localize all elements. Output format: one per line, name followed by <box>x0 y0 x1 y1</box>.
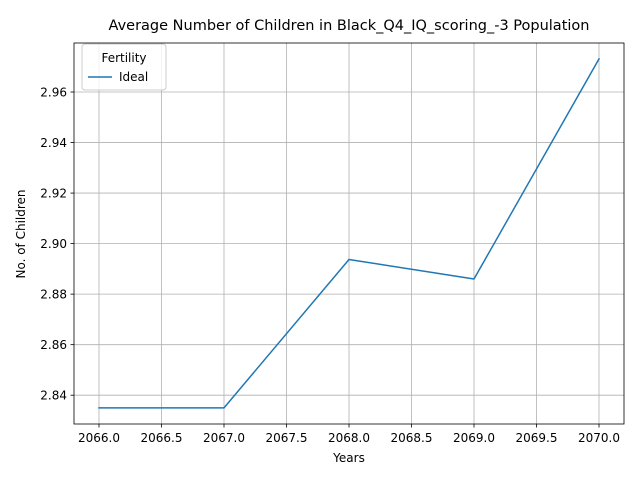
grid-lines <box>74 43 624 424</box>
x-tick-label: 2066.5 <box>141 431 183 445</box>
y-tick-label: 2.88 <box>40 287 67 301</box>
y-tick-label: 2.92 <box>40 186 67 200</box>
legend: Fertility Ideal <box>81 43 167 91</box>
series-layer <box>98 57 601 409</box>
y-axis-ticks: 2.84 2.86 2.88 2.90 2.92 2.94 2.96 <box>40 85 74 402</box>
x-tick-label: 2067.5 <box>266 431 308 445</box>
x-tick-label: 2070.0 <box>578 431 620 445</box>
x-axis-ticks: 2066.0 2066.5 2067.0 2067.5 2068.0 2068.5 2069… <box>78 424 620 445</box>
x-tick-label: 2069.5 <box>516 431 558 445</box>
series-line-ideal <box>98 57 601 409</box>
legend-box <box>81 43 167 91</box>
x-axis-label: Years <box>332 451 365 465</box>
x-tick-label: 2067.0 <box>203 431 245 445</box>
x-tick-label: 2066.0 <box>78 431 120 445</box>
y-tick-label: 2.96 <box>40 85 67 99</box>
y-tick-label: 2.90 <box>40 237 67 251</box>
y-axis-label: No. of Children <box>14 189 28 278</box>
y-tick-label: 2.84 <box>40 388 67 402</box>
x-tick-label: 2068.5 <box>391 431 433 445</box>
y-tick-label: 2.86 <box>40 338 67 352</box>
y-tick-label: 2.94 <box>40 136 67 150</box>
chart-title: Average Number of Children in Black_Q4_I… <box>109 18 590 34</box>
x-tick-label: 2069.0 <box>453 431 495 445</box>
x-tick-label: 2068.0 <box>328 431 370 445</box>
legend-label-ideal: Ideal <box>119 70 148 84</box>
legend-title: Fertility <box>101 51 146 65</box>
